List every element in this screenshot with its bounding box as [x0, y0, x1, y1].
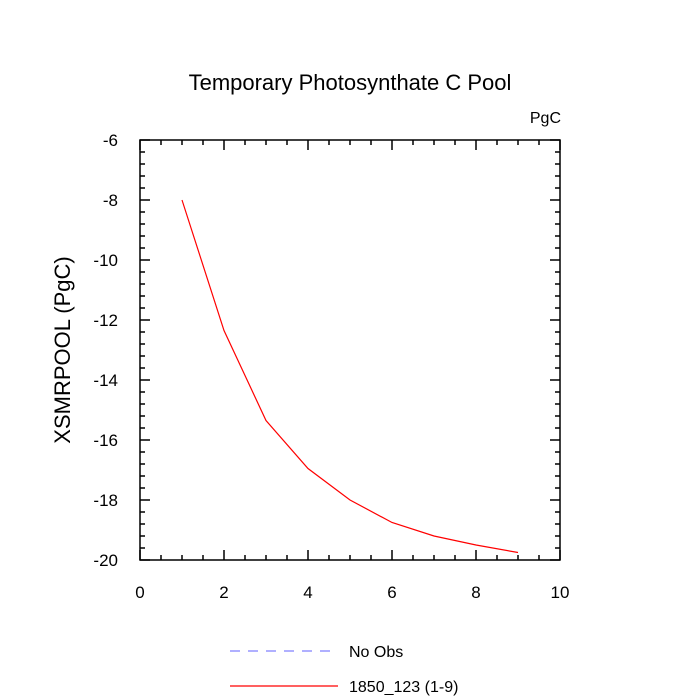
y-tick-label: -18 — [93, 491, 118, 510]
legend: No Obs 1850_123 (1-9) — [230, 644, 458, 696]
y-tick-label: -16 — [93, 431, 118, 450]
y-tick-label: -20 — [93, 551, 118, 570]
units-label: PgC — [530, 110, 561, 127]
x-tick-label: 10 — [551, 583, 570, 602]
plot-frame — [139, 139, 561, 561]
y-tick-label: -12 — [93, 311, 118, 330]
chart-title: Temporary Photosynthate C Pool — [189, 70, 512, 95]
y-tick-label: -8 — [103, 191, 118, 210]
x-tick-label: 2 — [219, 583, 228, 602]
legend-label-1: 1850_123 (1-9) — [349, 679, 458, 696]
y-tick-label: -10 — [93, 251, 118, 270]
y-axis-label: XSMRPOOL (PgC) — [50, 256, 75, 443]
x-tick-label: 6 — [387, 583, 396, 602]
legend-label-0: No Obs — [349, 644, 403, 661]
series-line-1 — [181, 199, 519, 554]
y-tick-label: -14 — [93, 371, 118, 390]
plot-area: 0 2 4 6 8 10 -20 -18 -16 -14 -12 -10 -8 -6 — [93, 131, 569, 602]
x-tick-label: 4 — [303, 583, 312, 602]
x-tick-label: 8 — [471, 583, 480, 602]
x-tick-label: 0 — [135, 583, 144, 602]
y-tick-label: -6 — [103, 131, 118, 150]
